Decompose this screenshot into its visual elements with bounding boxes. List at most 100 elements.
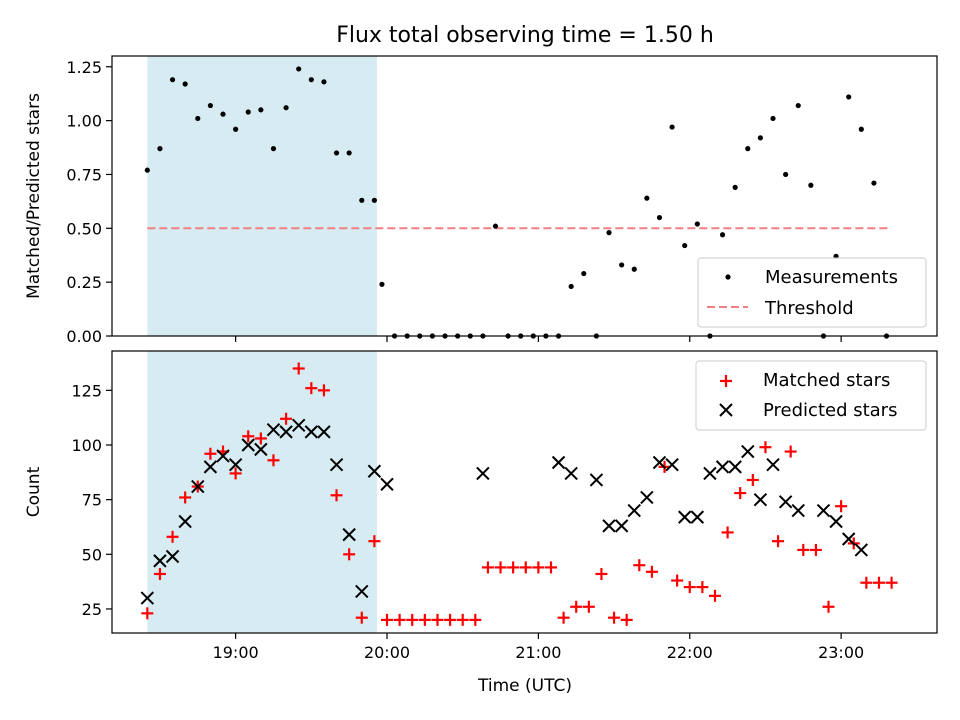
measurement-point	[656, 214, 663, 221]
matched-star-point	[254, 432, 267, 445]
matched-star-point	[381, 613, 393, 626]
predicted-star-point	[665, 457, 679, 472]
count-panel: 19:00 20:00 21:00 22:00 23:00 25 50 75 100 125 C…	[24, 350, 938, 662]
matched-star-point	[418, 613, 431, 626]
predicted-star-point	[551, 455, 566, 470]
y-tick-label: 1.25	[66, 58, 102, 77]
matched-star-point	[393, 613, 406, 626]
matched-star-point	[708, 589, 721, 602]
predicted-star-point	[854, 543, 869, 557]
ratio-panel: 0.00 0.25 0.50 0.75 1.00 1.25 Matched/Predict…	[24, 55, 938, 346]
matched-star-point	[431, 613, 444, 626]
legend-measurement-marker	[725, 274, 731, 280]
predicted-star-point	[589, 473, 604, 487]
y-tick-label: 100	[71, 436, 102, 455]
measurement-point	[719, 232, 726, 238]
predicted-star-point	[677, 510, 692, 524]
predicted-star-point	[728, 460, 742, 474]
y-tick-label: 125	[71, 381, 102, 400]
predicted-star-point	[564, 466, 578, 481]
matched-star-point	[721, 526, 734, 539]
matched-star-point	[280, 412, 293, 425]
matched-star-point	[330, 489, 343, 502]
predicted-star-point	[191, 479, 205, 494]
predicted-star-point	[178, 514, 192, 529]
legend-predicted-marker	[719, 403, 733, 417]
measurement-point	[682, 242, 688, 249]
matched-star-point	[582, 600, 595, 613]
measurement-point	[245, 109, 251, 115]
legend-predicted-label: Predicted stars	[763, 400, 897, 421]
predicted-star-point	[241, 438, 255, 452]
matched-star-point	[872, 576, 885, 589]
count-panel-y-axis-label: Count	[24, 466, 44, 517]
predicted-star-point	[690, 510, 705, 524]
matched-star-point	[481, 561, 494, 574]
x-tick-label: 22:00	[667, 643, 713, 662]
measurement-point	[144, 167, 150, 173]
measurement-point	[220, 111, 226, 117]
measurement-point	[568, 283, 574, 290]
matched-star-point	[595, 567, 608, 580]
predicted-star-point	[741, 444, 755, 459]
predicted-star-point	[279, 425, 293, 439]
measurement-point	[157, 146, 163, 152]
predicted-star-point	[614, 519, 629, 533]
matched-star-point	[292, 362, 305, 375]
matched-star-point	[141, 607, 154, 620]
matched-star-point	[746, 473, 759, 486]
predicted-star-point	[816, 503, 831, 518]
measurement-point	[359, 197, 365, 203]
y-tick-label: 75	[82, 491, 102, 510]
measurement-point	[207, 102, 213, 109]
x-tick-label: 23:00	[818, 643, 864, 662]
matched-star-point	[267, 454, 280, 467]
predicted-star-point	[304, 425, 319, 439]
measurement-point	[808, 182, 814, 188]
measurement-point	[233, 126, 239, 132]
matched-star-point	[406, 613, 419, 626]
measurement-point	[169, 77, 176, 83]
matched-star-point	[229, 467, 242, 480]
measurement-point	[182, 81, 188, 87]
predicted-star-point	[703, 466, 717, 481]
measurement-point	[745, 146, 751, 152]
matched-star-point	[544, 561, 557, 574]
measurement-point	[379, 281, 385, 287]
y-tick-label: 0.50	[66, 219, 102, 238]
legend-threshold-label: Threshold	[764, 298, 854, 319]
measurement-point	[581, 270, 587, 277]
measurement-point	[732, 184, 738, 190]
predicted-star-point	[753, 492, 768, 507]
count-panel-legend: Matched stars Predicted stars	[695, 360, 927, 431]
measurement-point	[846, 94, 852, 100]
predicted-star-point	[841, 532, 856, 546]
ratio-panel-y-ticks: 0.00 0.25 0.50 0.75 1.00 1.25	[66, 58, 112, 346]
matched-star-point	[494, 561, 507, 574]
x-tick-label: 20:00	[364, 643, 410, 662]
predicted-star-point	[342, 527, 356, 542]
predicted-star-point	[228, 457, 243, 472]
matched-star-point	[608, 611, 621, 624]
x-tick-label: 21:00	[515, 643, 561, 662]
ratio-panel-shaded-region	[147, 56, 377, 336]
matched-star-point	[305, 382, 318, 395]
measurement-point	[694, 221, 700, 227]
matched-star-point	[759, 441, 772, 454]
predicted-star-point	[203, 460, 218, 474]
count-panel-frame	[111, 350, 938, 634]
measurement-point	[644, 195, 650, 201]
measurement-point	[606, 230, 612, 236]
x-tick-label: 19:00	[213, 643, 259, 662]
predicted-star-point	[216, 449, 230, 463]
measurement-point	[258, 107, 264, 113]
matched-star-point	[444, 613, 457, 626]
ratio-panel-legend: Measurements Threshold	[697, 257, 927, 328]
ratio-legend-box	[697, 257, 927, 328]
x-axis-label: Time (UTC)	[477, 676, 572, 696]
predicted-star-point	[640, 490, 654, 505]
predicted-star-point	[266, 422, 281, 437]
ratio-panel-x-ticks	[235, 336, 842, 342]
matched-star-point	[734, 487, 747, 500]
